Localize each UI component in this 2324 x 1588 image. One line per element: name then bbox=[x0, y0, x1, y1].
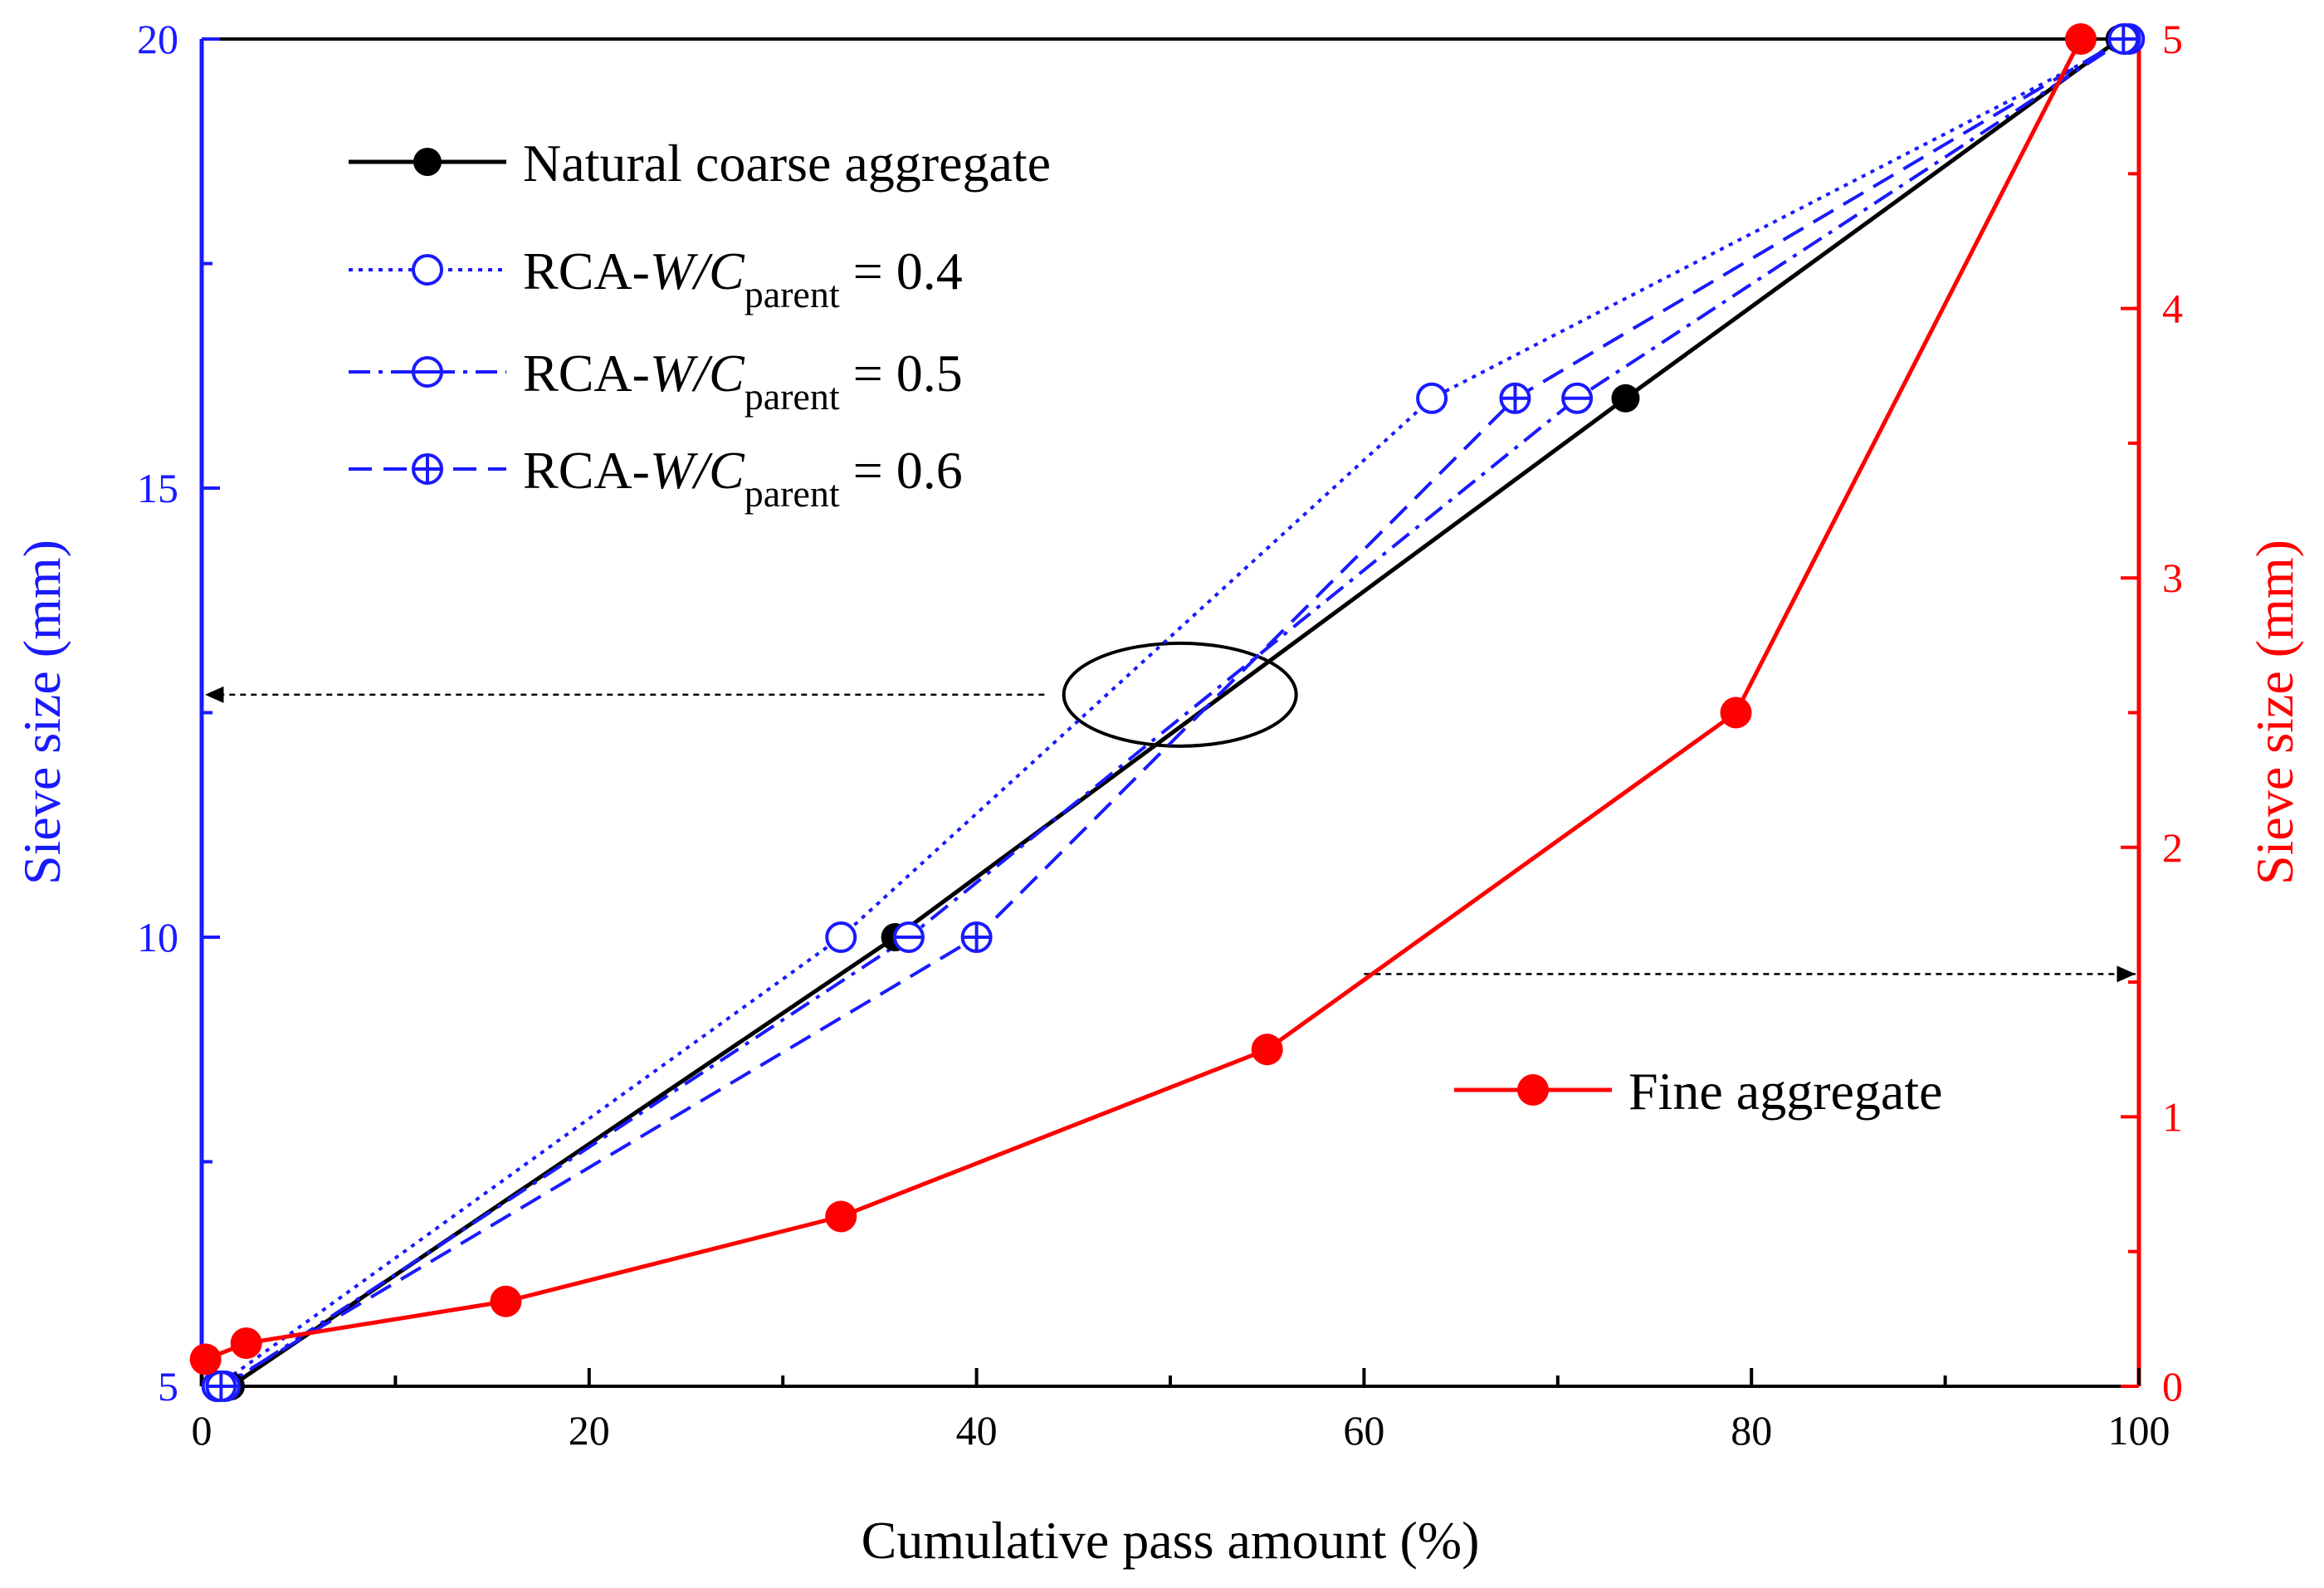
y2-tick-label: 4 bbox=[2162, 286, 2183, 332]
annotations bbox=[205, 641, 2136, 983]
data-point-4-4 bbox=[1251, 1033, 1283, 1066]
series-line-4 bbox=[204, 37, 2083, 1361]
axis-ticks bbox=[200, 37, 2141, 1388]
series-lines bbox=[204, 37, 2131, 1389]
x-tick-label: 0 bbox=[192, 1407, 212, 1454]
legend-var-rca-06: W/C bbox=[650, 441, 745, 500]
y2-tick-label: 2 bbox=[2162, 824, 2183, 871]
legend-item-fine: Fine aggregate bbox=[1454, 1062, 1943, 1121]
data-point-4-3 bbox=[825, 1200, 857, 1233]
y-tick-label: 10 bbox=[137, 914, 178, 960]
y2-tick-label: 3 bbox=[2162, 555, 2183, 601]
tick-labels: 0 20 40 60 80 100 5 10 15 20 0 1 2 3 4 5 bbox=[137, 16, 2183, 1454]
y2-tick-label: 1 bbox=[2162, 1093, 2183, 1140]
x-tick-label: 100 bbox=[2108, 1407, 2170, 1454]
data-point-4-5 bbox=[1720, 696, 1752, 729]
annotation-ellipse bbox=[1062, 641, 1298, 748]
legend-prefix-rca-04: RCA- bbox=[523, 242, 650, 300]
legend-item-rca-05: RCA-W/Cparent = 0.5 bbox=[349, 344, 963, 418]
legend-label-rca-05: RCA-W/Cparent = 0.5 bbox=[523, 344, 963, 418]
legend-marker-natural bbox=[413, 148, 442, 176]
series-line-3 bbox=[220, 37, 2125, 1388]
data-point-1-2 bbox=[1416, 382, 1448, 414]
y-tick-label: 15 bbox=[137, 465, 178, 511]
series-line-2 bbox=[223, 37, 2126, 1388]
x-tick-label: 60 bbox=[1343, 1407, 1384, 1454]
legend-var-rca-05: W/C bbox=[650, 344, 745, 403]
legend-label-fine: Fine aggregate bbox=[1628, 1062, 1943, 1121]
x-tick-label: 20 bbox=[569, 1407, 610, 1454]
legend-item-natural: Natural coarse aggregate bbox=[349, 134, 1051, 193]
legend-label-rca-06: RCA-W/Cparent = 0.6 bbox=[523, 441, 963, 515]
y2-axis-title: Sieve size (mm) bbox=[2245, 540, 2304, 885]
x-tick-label: 80 bbox=[1731, 1407, 1772, 1454]
y2-tick-label: 5 bbox=[2162, 16, 2183, 62]
legend-item-rca-04: RCA-W/Cparent = 0.4 bbox=[349, 242, 963, 315]
legend-value-rca-06: = 0.6 bbox=[840, 441, 963, 500]
legend-label-natural: Natural coarse aggregate bbox=[523, 134, 1051, 193]
legend-sub-rca-04: parent bbox=[745, 273, 840, 315]
series-markers bbox=[189, 23, 2146, 1402]
y-axis-title: Sieve size (mm) bbox=[12, 540, 71, 885]
legend: Natural coarse aggregate RCA-W/Cparent =… bbox=[349, 134, 1943, 1121]
legend-marker-rca-04 bbox=[412, 254, 443, 286]
data-point-4-0 bbox=[189, 1343, 222, 1375]
legend-marker-fine bbox=[1517, 1074, 1549, 1106]
legend-prefix-rca-05: RCA- bbox=[523, 344, 650, 403]
legend-sub-rca-05: parent bbox=[745, 375, 840, 418]
x-axis-title: Cumulative pass amount (%) bbox=[862, 1511, 1480, 1570]
data-point-4-1 bbox=[230, 1327, 262, 1360]
legend-prefix-rca-06: RCA- bbox=[523, 441, 650, 500]
series-line-0 bbox=[229, 37, 2121, 1389]
legend-var-rca-04: W/C bbox=[650, 242, 745, 300]
legend-label-rca-04: RCA-W/Cparent = 0.4 bbox=[523, 242, 963, 315]
y-tick-label: 20 bbox=[137, 16, 178, 62]
legend-item-rca-06: RCA-W/Cparent = 0.6 bbox=[349, 441, 963, 515]
series-line-1 bbox=[216, 37, 2131, 1388]
y2-tick-label: 0 bbox=[2162, 1363, 2183, 1410]
data-point-4-6 bbox=[2064, 23, 2097, 55]
y-tick-label: 5 bbox=[158, 1363, 178, 1410]
data-point-4-2 bbox=[490, 1285, 522, 1317]
x-tick-label: 40 bbox=[956, 1407, 998, 1454]
data-point-0-2 bbox=[1611, 384, 1640, 413]
data-point-1-1 bbox=[825, 921, 857, 953]
legend-value-rca-04: = 0.4 bbox=[840, 242, 963, 300]
legend-value-rca-05: = 0.5 bbox=[840, 344, 963, 403]
legend-sub-rca-06: parent bbox=[745, 472, 840, 515]
